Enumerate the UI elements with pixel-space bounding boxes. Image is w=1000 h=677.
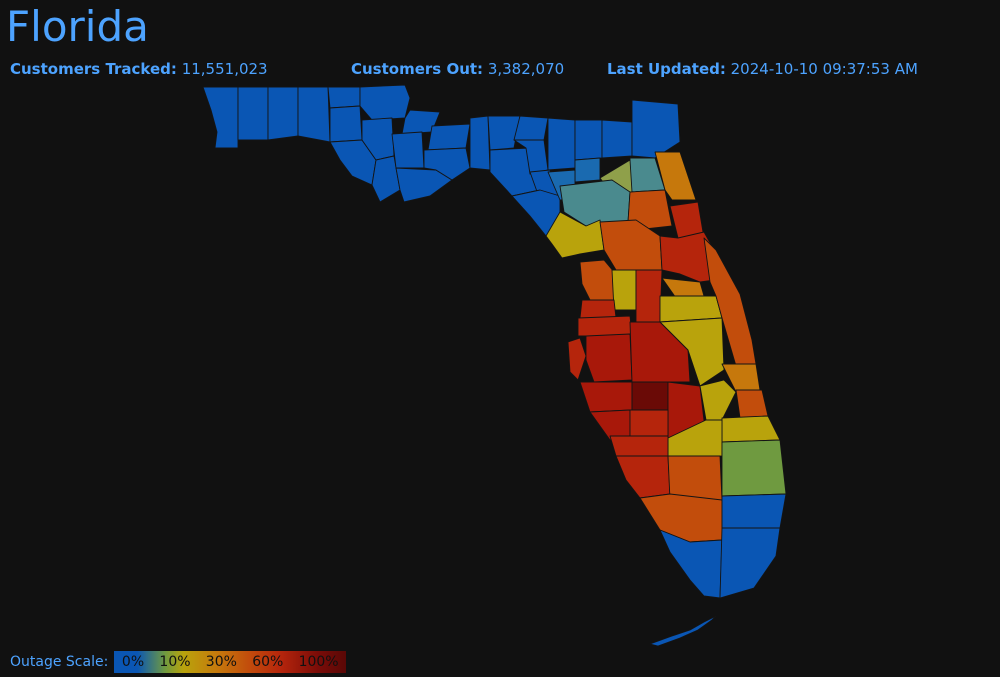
county-monroe[interactable] <box>659 529 723 599</box>
customers-out-value: 3,382,070 <box>487 60 565 78</box>
county-flagler[interactable] <box>669 201 705 239</box>
florida-keys <box>649 615 717 647</box>
last-updated: Last Updated: 2024-10-10 09:37:53 AM <box>607 60 918 78</box>
scale-tick-0: 0% <box>121 654 145 670</box>
county-liberty[interactable] <box>391 131 425 169</box>
county-gulf[interactable] <box>371 155 401 203</box>
county-pinellas[interactable] <box>567 337 587 381</box>
outage-scale-label: Outage Scale: <box>10 654 109 670</box>
county-hendry[interactable] <box>667 455 723 501</box>
customers-out-label: Customers Out: <box>351 60 484 78</box>
scale-tick-60: 60% <box>252 654 284 670</box>
customers-out: Customers Out: 3,382,070 <box>351 60 564 78</box>
county-escambia[interactable] <box>202 86 239 149</box>
outage-scale-legend: Outage Scale: 0% 10% 30% 60% 100% <box>10 651 347 673</box>
county-leon[interactable] <box>427 123 471 151</box>
customers-tracked-value: 11,551,023 <box>181 60 268 78</box>
county-sarasota[interactable] <box>589 409 631 441</box>
county-sumter[interactable] <box>611 269 637 311</box>
county-hamilton[interactable] <box>513 115 549 141</box>
county-walton[interactable] <box>297 86 331 143</box>
county-washington[interactable] <box>329 105 363 143</box>
county-okaloosa[interactable] <box>267 86 299 141</box>
county-citrus[interactable] <box>579 259 617 301</box>
county-st-lucie[interactable] <box>735 389 769 419</box>
county-orange[interactable] <box>659 295 723 323</box>
page-title: Florida <box>6 2 149 51</box>
county-osceola[interactable] <box>659 317 725 387</box>
county-gadsden[interactable] <box>401 109 441 135</box>
county-palm-beach[interactable] <box>721 439 787 497</box>
county-broward[interactable] <box>721 493 787 531</box>
county-columbia[interactable] <box>547 117 576 171</box>
county-hardee[interactable] <box>631 381 669 411</box>
county-st-johns[interactable] <box>654 151 697 201</box>
outage-scale-bar: 0% 10% 30% 60% 100% <box>114 651 347 673</box>
county-lee[interactable] <box>615 455 671 499</box>
county-desoto[interactable] <box>629 409 669 439</box>
county-wakulla[interactable] <box>423 147 471 181</box>
county-union[interactable] <box>574 157 601 183</box>
scale-tick-100: 100% <box>298 654 339 670</box>
stats-bar: Customers Tracked: 11,551,023 Customers … <box>0 60 1000 82</box>
county-baker[interactable] <box>574 119 603 161</box>
county-nassau[interactable] <box>601 119 633 159</box>
county-madison[interactable] <box>487 115 521 151</box>
county-jefferson[interactable] <box>469 115 491 171</box>
county-holmes[interactable] <box>327 86 361 109</box>
county-hillsborough[interactable] <box>585 333 633 383</box>
scale-tick-30: 30% <box>205 654 237 670</box>
county-santa-rosa[interactable] <box>237 86 269 141</box>
scale-tick-10: 10% <box>159 654 191 670</box>
customers-tracked: Customers Tracked: 11,551,023 <box>10 60 268 78</box>
county-manatee[interactable] <box>579 381 633 413</box>
last-updated-value: 2024-10-10 09:37:53 AM <box>730 60 918 78</box>
county-lake[interactable] <box>635 269 663 323</box>
county-martin[interactable] <box>721 415 781 443</box>
county-hernando[interactable] <box>579 299 617 319</box>
county-putnam[interactable] <box>627 189 673 231</box>
last-updated-label: Last Updated: <box>607 60 726 78</box>
customers-tracked-label: Customers Tracked: <box>10 60 177 78</box>
county-pasco[interactable] <box>577 315 633 337</box>
county-collier[interactable] <box>639 493 723 543</box>
county-okeechobee[interactable] <box>699 379 737 421</box>
county-duval[interactable] <box>631 99 681 159</box>
county-jackson[interactable] <box>359 84 411 121</box>
county-miami-dade[interactable] <box>719 527 781 599</box>
